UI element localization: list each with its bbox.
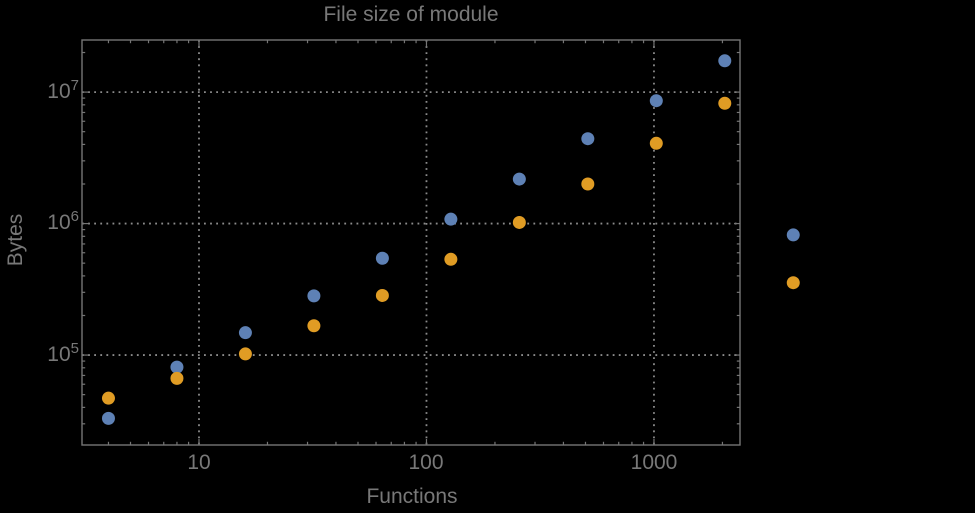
data-point-series-1-blue xyxy=(786,228,800,242)
data-point-series-1-blue xyxy=(581,132,595,146)
y-tick-label-1e6: 106 xyxy=(0,208,79,235)
data-point-series-1-blue xyxy=(170,360,184,374)
data-point-series-1-blue xyxy=(307,289,321,303)
y-tick-exponent: 7 xyxy=(70,77,79,94)
data-point-series-1-blue xyxy=(512,172,526,186)
x-tick-label-1000: 1000 xyxy=(630,451,678,474)
y-tick-base: 10 xyxy=(47,343,71,366)
data-point-series-2-orange xyxy=(718,96,732,110)
data-point-series-2-orange xyxy=(101,391,115,405)
data-point-series-2-orange xyxy=(375,288,389,302)
data-point-series-2-orange xyxy=(238,347,252,361)
plot-frame xyxy=(81,39,741,446)
y-tick-label-1e7: 107 xyxy=(0,77,79,104)
x-tick-label-10: 10 xyxy=(187,451,211,474)
data-point-series-1-blue xyxy=(101,411,115,425)
data-point-series-2-orange xyxy=(512,215,526,229)
x-tick-label-100: 100 xyxy=(408,451,444,474)
data-point-series-1-blue xyxy=(718,54,732,68)
data-point-series-2-orange xyxy=(444,252,458,266)
data-point-series-2-orange xyxy=(307,319,321,333)
data-point-series-2-orange xyxy=(170,371,184,385)
chart-title: File size of module xyxy=(323,3,499,26)
data-point-series-1-blue xyxy=(238,326,252,340)
data-point-series-1-blue xyxy=(375,251,389,265)
data-point-series-2-orange xyxy=(649,136,663,150)
data-point-series-2-orange xyxy=(581,177,595,191)
data-point-series-1-blue xyxy=(649,94,663,108)
y-tick-exponent: 5 xyxy=(70,340,79,357)
data-point-series-2-orange xyxy=(786,276,800,290)
y-tick-base: 10 xyxy=(47,80,71,103)
y-axis-label: Bytes xyxy=(4,213,27,267)
y-tick-base: 10 xyxy=(47,211,71,234)
y-tick-exponent: 6 xyxy=(70,208,79,225)
x-axis-label: Functions xyxy=(366,485,458,508)
data-point-series-1-blue xyxy=(444,212,458,226)
y-tick-label-1e5: 105 xyxy=(0,340,79,367)
